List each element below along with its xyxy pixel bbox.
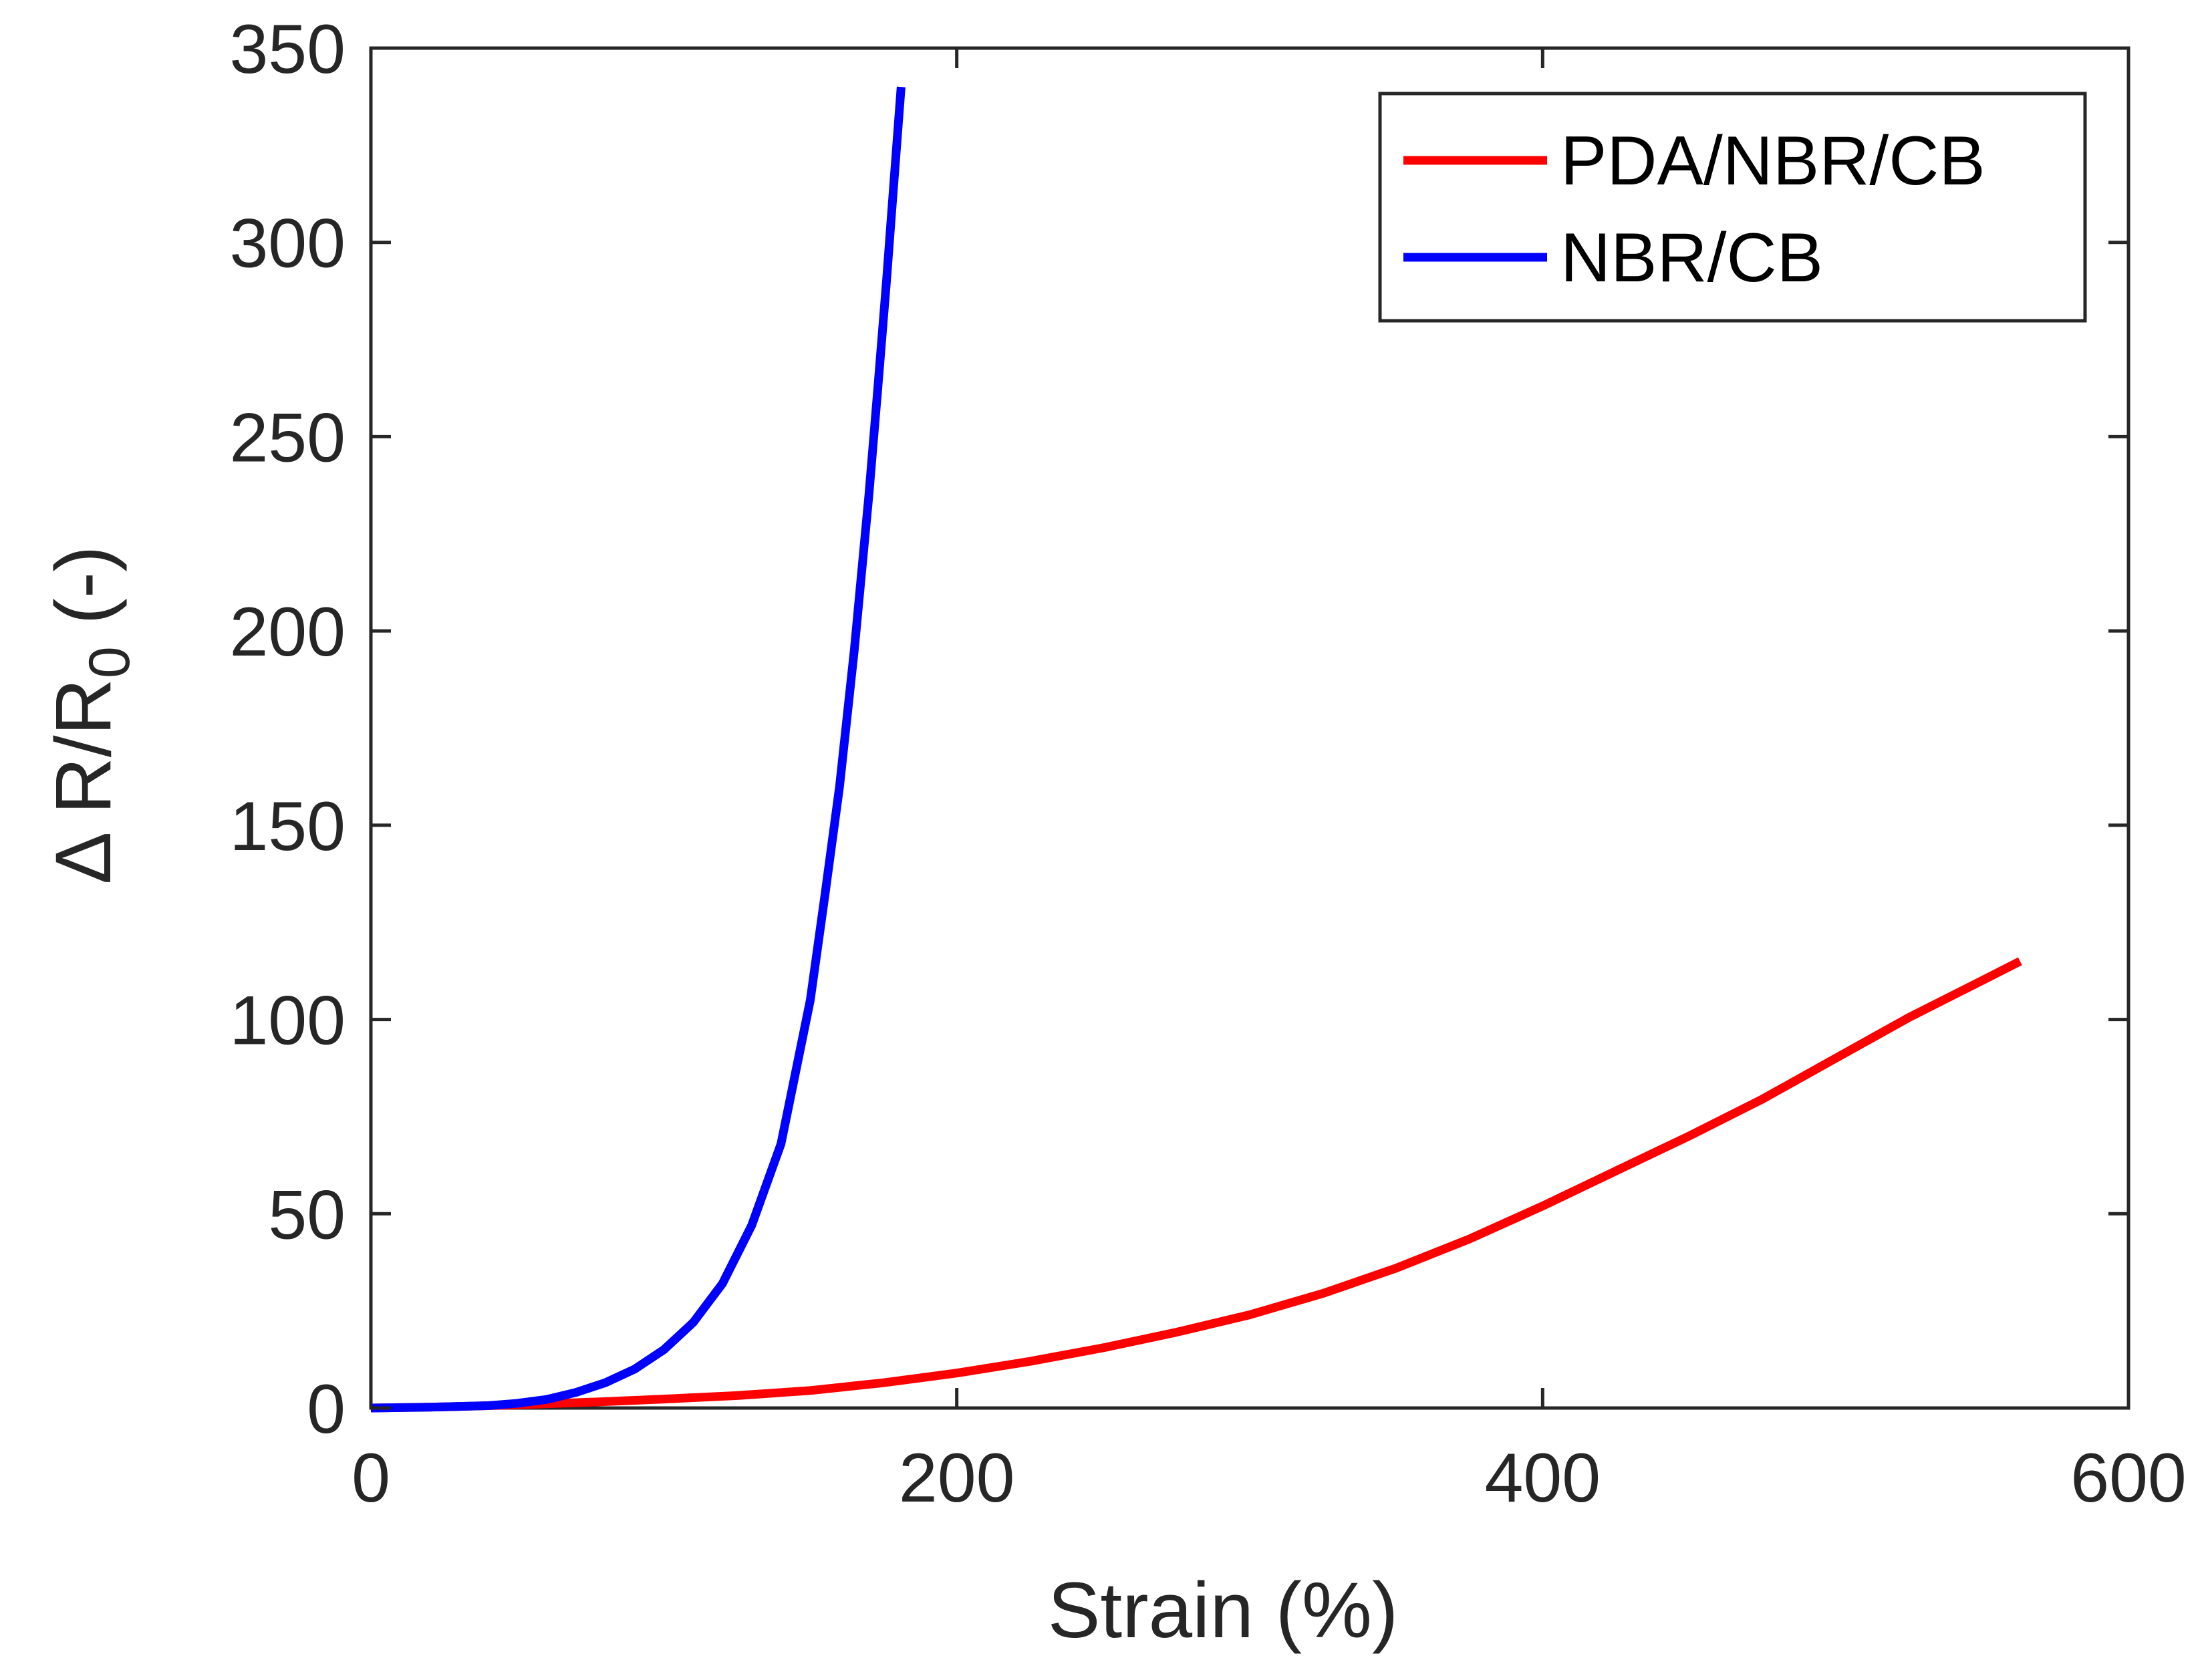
series-line-pda-nbr-cb [370,957,2022,1413]
x-tick-label: 600 [2070,1439,2187,1517]
y-tick-label: 350 [229,11,346,88]
y-axis-title-suffix: (-) [39,546,128,647]
y-tick-label: 50 [268,1176,346,1254]
x-tick-label: 0 [352,1439,390,1517]
x-tick-label: 400 [1485,1439,1601,1517]
legend: PDA/NBR/CB NBR/CB [1378,92,2087,323]
y-tick-label: 250 [229,399,346,476]
legend-label-nbr-cb: NBR/CB [1560,219,1823,297]
x-tick-label: 200 [899,1439,1015,1517]
x-axis-title: Strain (%) [1048,1566,1399,1655]
legend-box [1378,92,2087,323]
y-axis-title-subscript: 0 [78,646,142,678]
axis-ticks: 0 200 400 600 0 50 100 150 200 250 300 350 [229,11,2186,1517]
y-tick-label: 150 [229,788,346,865]
y-tick-label: 300 [229,205,346,283]
y-tick-label: 200 [229,593,346,671]
y-axis-title-main: Δ R/R [39,678,128,884]
y-axis-title: Δ R/R0 (-) [39,546,142,885]
series-line-nbr-cb [370,86,906,1413]
series-layer [370,86,2022,1413]
y-tick-label: 0 [307,1371,346,1448]
legend-label-pda-nbr-cb: PDA/NBR/CB [1560,122,1985,200]
y-tick-label: 100 [229,982,346,1060]
